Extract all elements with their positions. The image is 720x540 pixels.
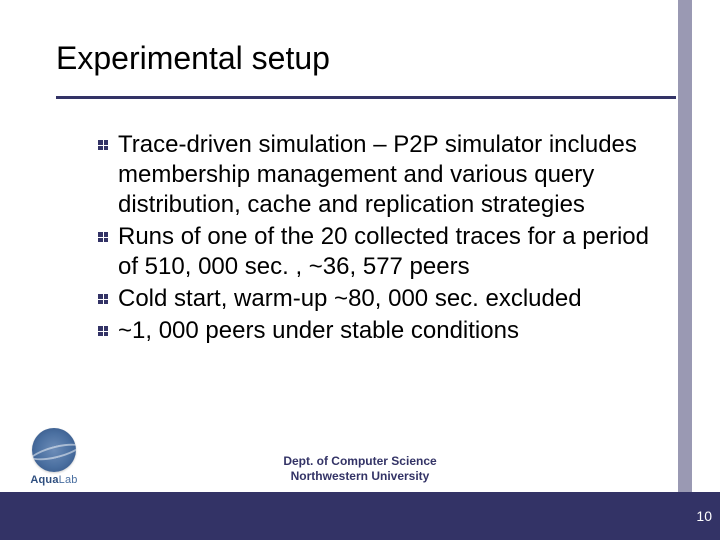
footer-line-2: Northwestern University — [0, 469, 720, 484]
bottom-accent-bar: 10 — [0, 492, 720, 540]
list-item: ~1, 000 peers under stable conditions — [98, 316, 658, 346]
logo-suffix: Lab — [59, 474, 78, 486]
logo-label: AquaLab — [30, 474, 77, 486]
bullet-text: ~1, 000 peers under stable conditions — [118, 316, 519, 346]
bullet-list: Trace-driven simulation – P2P simulator … — [98, 130, 658, 348]
list-item: Trace-driven simulation – P2P simulator … — [98, 130, 658, 220]
slide-title: Experimental setup — [56, 40, 680, 77]
bullet-text: Cold start, warm-up ~80, 000 sec. exclud… — [118, 284, 582, 314]
footer-line-1: Dept. of Computer Science — [0, 454, 720, 469]
title-area: Experimental setup — [56, 40, 680, 77]
bullet-text: Runs of one of the 20 collected traces f… — [118, 222, 658, 282]
bullet-icon — [98, 294, 108, 304]
title-underline — [56, 96, 676, 99]
slide: Experimental setup Trace-driven simulati… — [0, 0, 720, 540]
side-accent-bar — [678, 0, 692, 492]
bullet-text: Trace-driven simulation – P2P simulator … — [118, 130, 658, 220]
bullet-icon — [98, 140, 108, 150]
logo: AquaLab — [14, 428, 94, 490]
list-item: Runs of one of the 20 collected traces f… — [98, 222, 658, 282]
bullet-icon — [98, 232, 108, 242]
logo-swirl-icon — [32, 428, 76, 472]
page-number: 10 — [696, 508, 712, 524]
footer: Dept. of Computer Science Northwestern U… — [0, 454, 720, 484]
bullet-icon — [98, 326, 108, 336]
logo-prefix: Aqua — [30, 474, 58, 486]
list-item: Cold start, warm-up ~80, 000 sec. exclud… — [98, 284, 658, 314]
